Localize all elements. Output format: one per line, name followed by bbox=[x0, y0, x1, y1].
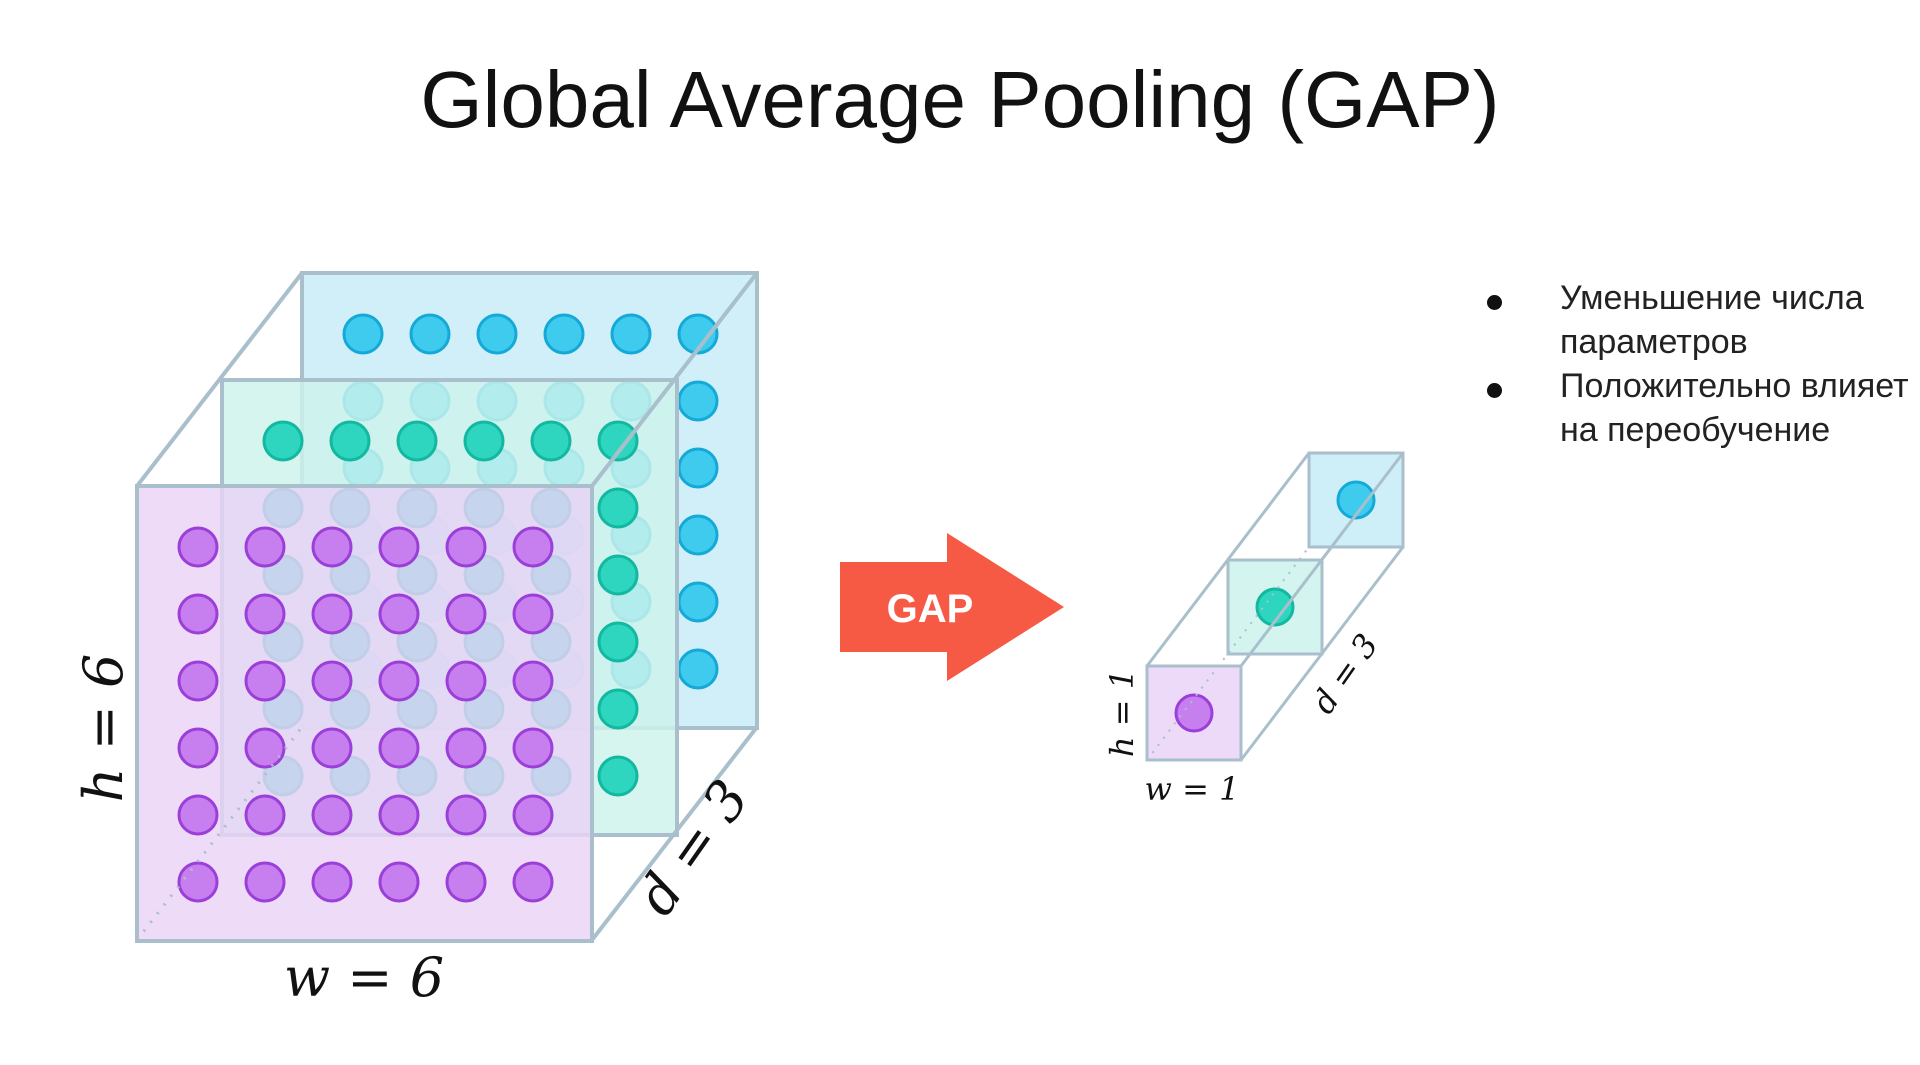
activation-back bbox=[476, 313, 518, 355]
bullet-list: Уменьшение числа параметров Положительно… bbox=[1482, 276, 1912, 452]
activation-front bbox=[445, 727, 487, 769]
activation-back bbox=[677, 581, 719, 623]
activation-back bbox=[543, 313, 585, 355]
activation-front bbox=[378, 794, 420, 836]
slide-title: Global Average Pooling (GAP) bbox=[420, 55, 1500, 144]
activation-back bbox=[677, 648, 719, 690]
activation-front bbox=[311, 727, 353, 769]
activation-front bbox=[512, 727, 554, 769]
pooled-value-middle bbox=[1255, 587, 1295, 627]
activation-back bbox=[610, 313, 652, 355]
output-tensor-edges bbox=[1145, 452, 1405, 761]
activation-front bbox=[445, 861, 487, 903]
input-height-label: h = 6 bbox=[72, 654, 135, 803]
activation-front bbox=[244, 861, 286, 903]
activation-front bbox=[378, 526, 420, 568]
activation-front bbox=[311, 660, 353, 702]
activation-front bbox=[177, 727, 219, 769]
activation-front bbox=[311, 593, 353, 635]
activation-front bbox=[445, 593, 487, 635]
activation-front bbox=[244, 660, 286, 702]
bullet-item: Уменьшение числа параметров bbox=[1482, 276, 1912, 364]
activation-middle bbox=[262, 420, 304, 462]
input-channel-front bbox=[135, 484, 594, 943]
activation-back bbox=[677, 514, 719, 556]
output-height-label: h = 1 bbox=[1103, 669, 1141, 757]
activation-front bbox=[177, 593, 219, 635]
activation-back bbox=[677, 447, 719, 489]
activation-front bbox=[244, 593, 286, 635]
activation-front bbox=[512, 526, 554, 568]
activation-front bbox=[177, 861, 219, 903]
pooled-value-front bbox=[1174, 693, 1214, 733]
activation-front bbox=[378, 660, 420, 702]
activation-front bbox=[512, 794, 554, 836]
output-tensor bbox=[1145, 451, 1405, 762]
activation-back bbox=[677, 380, 719, 422]
bullet-item: Положительно влияет на переобучение bbox=[1482, 364, 1912, 452]
activation-middle bbox=[396, 420, 438, 462]
activation-front bbox=[244, 794, 286, 836]
activation-middle bbox=[329, 420, 371, 462]
activation-middle bbox=[463, 420, 505, 462]
activation-back bbox=[677, 313, 719, 355]
activation-front bbox=[512, 660, 554, 702]
activation-front bbox=[311, 794, 353, 836]
gap-arrow: GAP bbox=[840, 533, 1064, 681]
activation-middle bbox=[597, 755, 639, 797]
activation-middle bbox=[597, 621, 639, 663]
pooled-value-back bbox=[1336, 480, 1376, 520]
input-tensor bbox=[135, 271, 759, 943]
gap-arrow-label: GAP bbox=[887, 587, 974, 631]
activation-front bbox=[177, 794, 219, 836]
activation-front bbox=[445, 526, 487, 568]
activation-front bbox=[378, 861, 420, 903]
activation-front bbox=[177, 526, 219, 568]
activation-front bbox=[311, 526, 353, 568]
activation-middle bbox=[597, 688, 639, 730]
input-width-label: w = 6 bbox=[284, 946, 444, 1009]
activation-middle bbox=[597, 554, 639, 596]
activation-front bbox=[512, 593, 554, 635]
activation-middle bbox=[597, 487, 639, 529]
activation-front bbox=[311, 861, 353, 903]
input-tensor-edges bbox=[135, 271, 759, 942]
activation-back bbox=[342, 313, 384, 355]
activation-front bbox=[445, 660, 487, 702]
activation-front bbox=[244, 727, 286, 769]
activation-front bbox=[512, 861, 554, 903]
activation-middle bbox=[530, 420, 572, 462]
activation-front bbox=[445, 794, 487, 836]
activation-middle bbox=[597, 420, 639, 462]
activation-front bbox=[244, 526, 286, 568]
activation-back bbox=[409, 313, 451, 355]
output-width-label: w = 1 bbox=[1145, 770, 1240, 808]
activation-front bbox=[378, 593, 420, 635]
activation-front bbox=[378, 727, 420, 769]
activation-front bbox=[177, 660, 219, 702]
